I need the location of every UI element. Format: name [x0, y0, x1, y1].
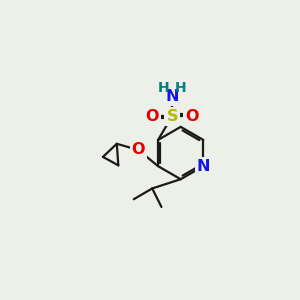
Text: H: H: [175, 81, 187, 94]
Text: S: S: [167, 109, 178, 124]
Text: N: N: [196, 159, 210, 174]
Text: H: H: [158, 81, 170, 94]
Text: N: N: [166, 88, 179, 104]
Text: O: O: [185, 109, 199, 124]
Text: O: O: [132, 142, 145, 158]
Text: O: O: [146, 109, 159, 124]
